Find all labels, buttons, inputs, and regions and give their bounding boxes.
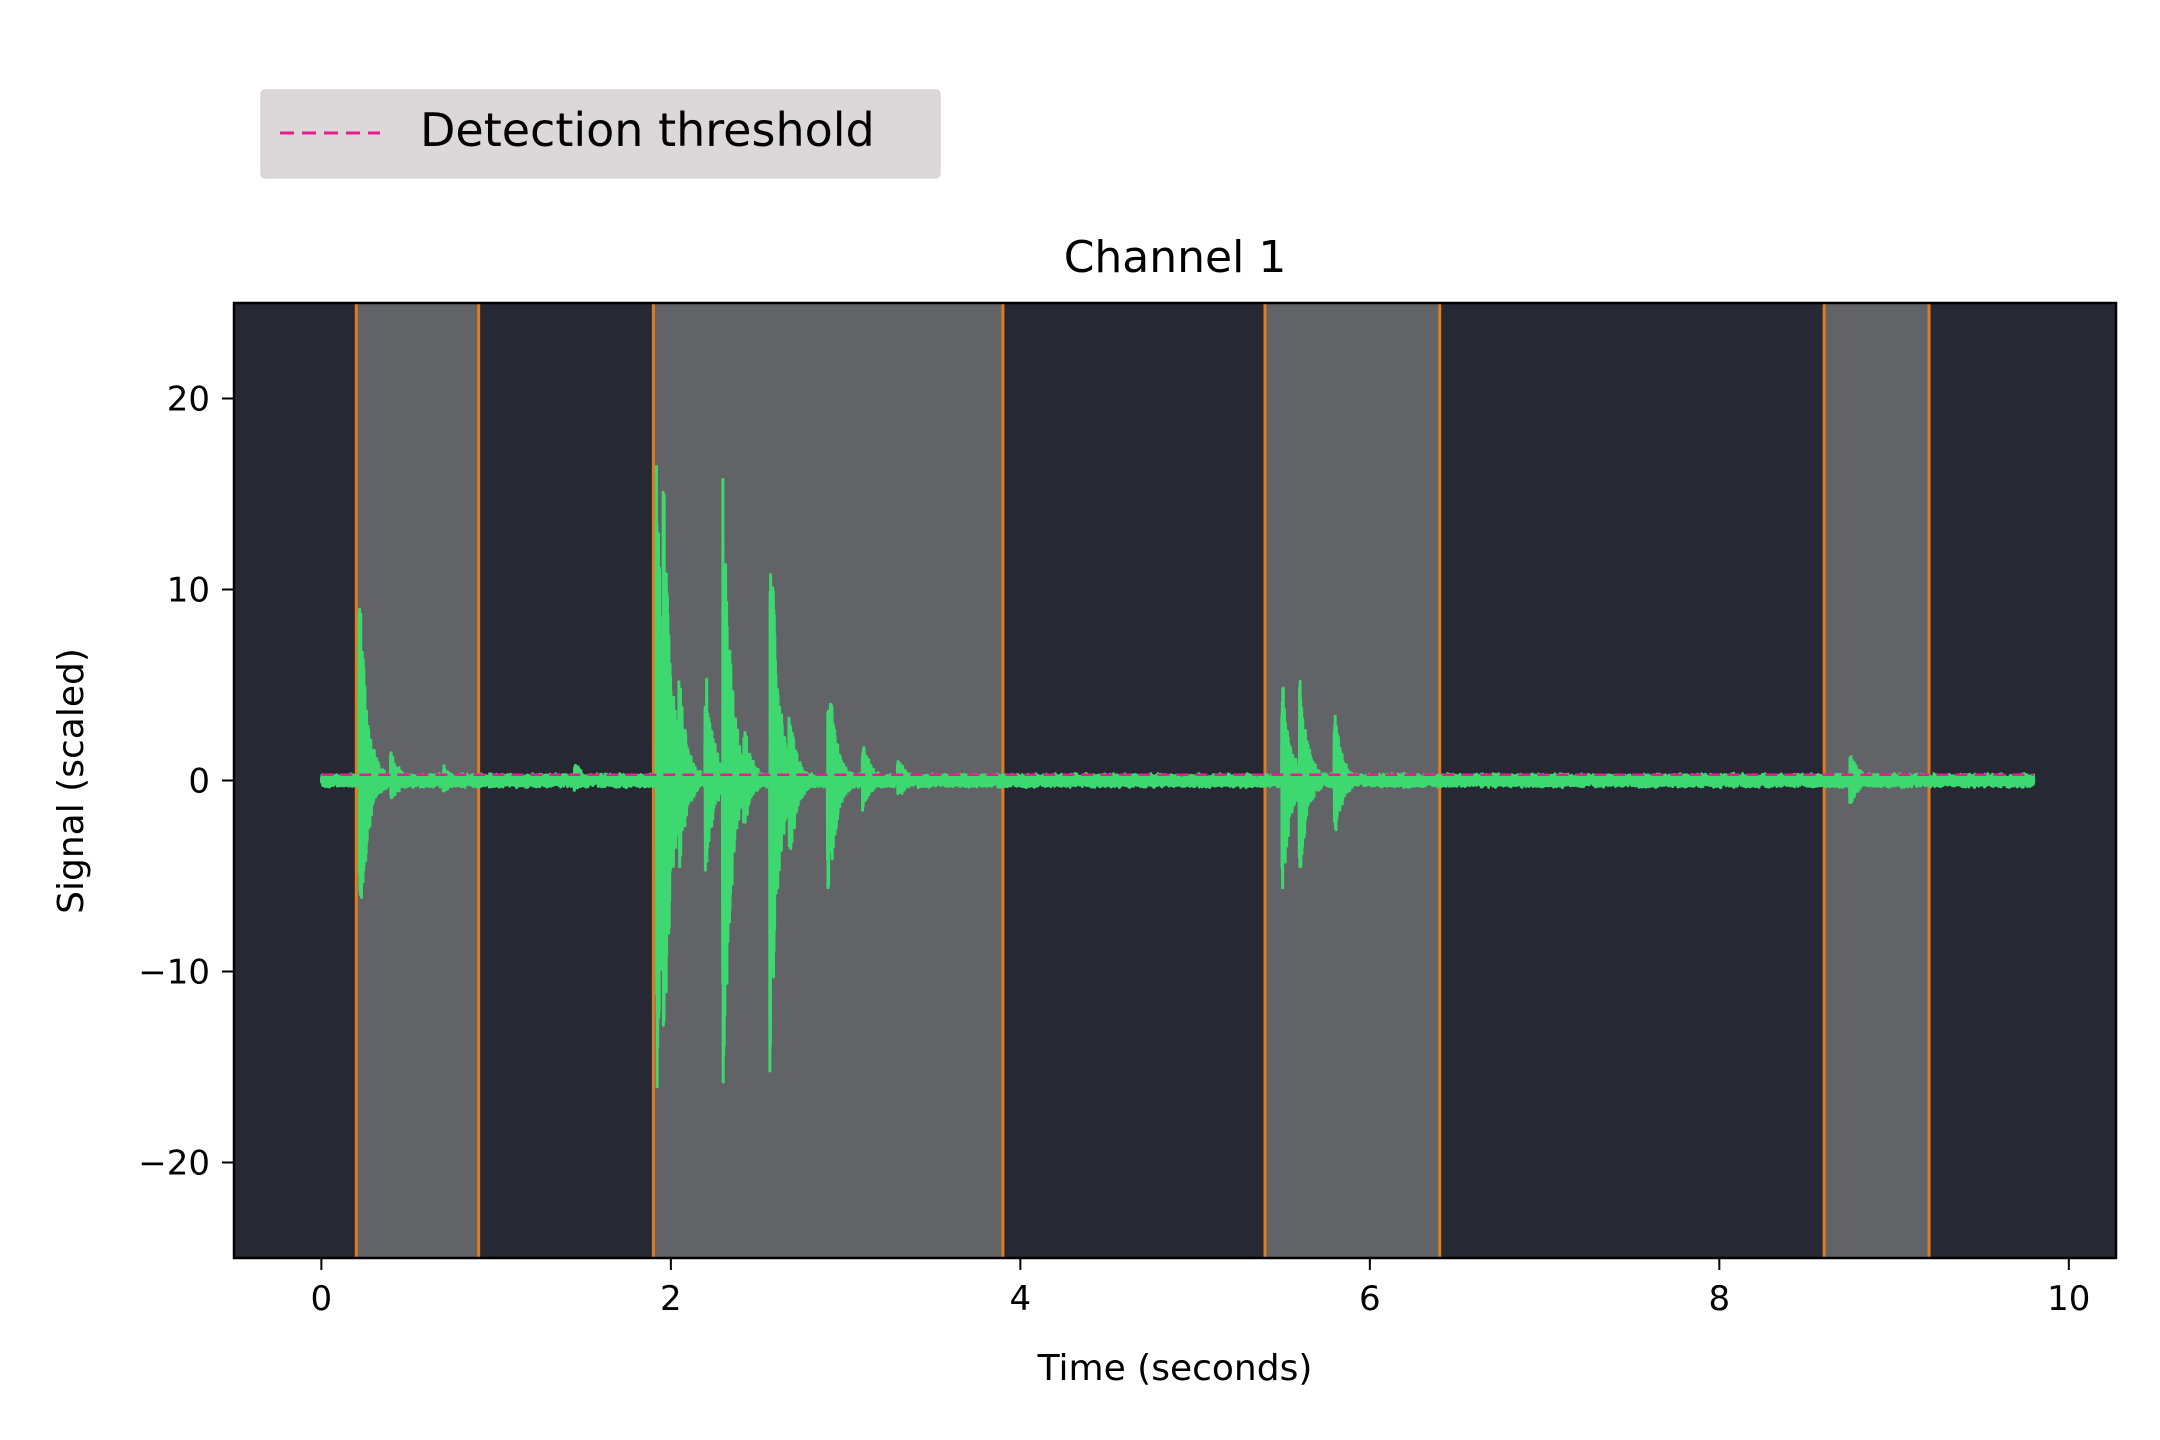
signal-layer — [319, 465, 2036, 1089]
chart-title: Channel 1 — [1064, 232, 1287, 283]
legend-box — [260, 89, 941, 179]
x-axis-ticks: 0 2 4 6 8 10 — [311, 1258, 2090, 1319]
x-tick-label: 0 — [311, 1279, 333, 1319]
x-tick-label: 10 — [2047, 1279, 2090, 1319]
y-axis-label: Signal (scaled) — [51, 648, 92, 914]
y-tick-label: 20 — [167, 380, 210, 420]
y-axis-ticks: −20 −10 0 10 20 — [138, 380, 234, 1184]
y-tick-label: −10 — [138, 953, 210, 993]
x-tick-label: 2 — [660, 1279, 682, 1319]
y-tick-label: 10 — [167, 571, 210, 611]
legend-threshold-label: Detection threshold — [420, 103, 875, 157]
x-tick-label: 4 — [1010, 1279, 1032, 1319]
x-axis-label: Time (seconds) — [1037, 1348, 1313, 1389]
x-tick-label: 8 — [1709, 1279, 1731, 1319]
x-tick-label: 6 — [1359, 1279, 1381, 1319]
legend: Detection threshold — [260, 89, 941, 179]
y-tick-label: 0 — [188, 762, 210, 802]
y-tick-label: −20 — [138, 1144, 210, 1184]
signal-trace — [319, 465, 2036, 1089]
